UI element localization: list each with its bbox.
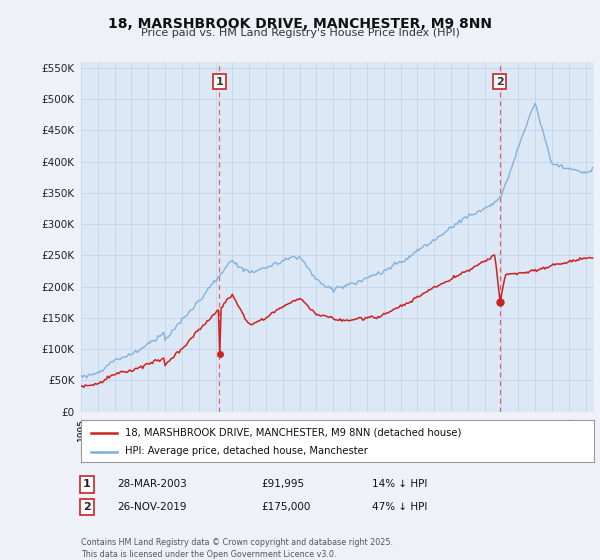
Text: 26-NOV-2019: 26-NOV-2019 <box>117 502 187 512</box>
Text: 14% ↓ HPI: 14% ↓ HPI <box>372 479 427 489</box>
Text: 1: 1 <box>215 77 223 87</box>
Text: £175,000: £175,000 <box>261 502 310 512</box>
Text: Contains HM Land Registry data © Crown copyright and database right 2025.
This d: Contains HM Land Registry data © Crown c… <box>81 538 393 559</box>
Text: £91,995: £91,995 <box>261 479 304 489</box>
Text: 28-MAR-2003: 28-MAR-2003 <box>117 479 187 489</box>
Text: 47% ↓ HPI: 47% ↓ HPI <box>372 502 427 512</box>
Text: 18, MARSHBROOK DRIVE, MANCHESTER, M9 8NN (detached house): 18, MARSHBROOK DRIVE, MANCHESTER, M9 8NN… <box>125 428 461 437</box>
Text: 2: 2 <box>496 77 503 87</box>
Text: 2: 2 <box>83 502 91 512</box>
Text: 18, MARSHBROOK DRIVE, MANCHESTER, M9 8NN: 18, MARSHBROOK DRIVE, MANCHESTER, M9 8NN <box>108 17 492 31</box>
Text: HPI: Average price, detached house, Manchester: HPI: Average price, detached house, Manc… <box>125 446 367 456</box>
Text: 1: 1 <box>83 479 91 489</box>
Text: Price paid vs. HM Land Registry's House Price Index (HPI): Price paid vs. HM Land Registry's House … <box>140 28 460 38</box>
